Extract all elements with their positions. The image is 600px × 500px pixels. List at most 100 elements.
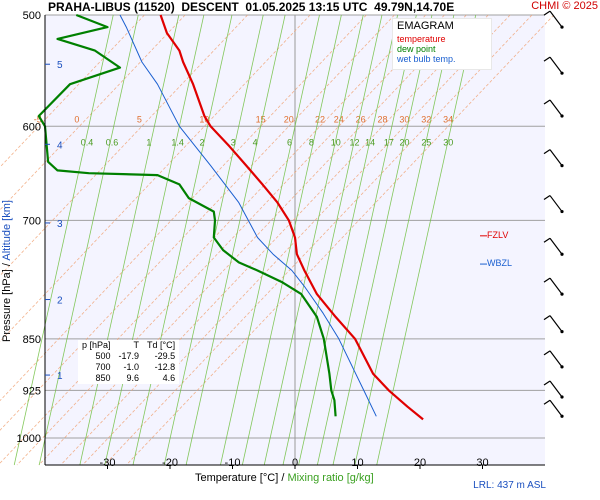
temperature-tick-label: 30 (476, 457, 488, 469)
mixing-ratio-label: 25 (421, 137, 431, 147)
pressure-tick-label: 500 (23, 10, 41, 22)
dry-adiabat-label: 5 (137, 114, 142, 124)
y-axis-label: Pressure [hPa] / Altitude [km] (1, 186, 13, 356)
pressure-tick-label: 1000 (17, 433, 41, 445)
table-cell: -1.0 (123, 362, 140, 372)
wind-barb-dot (560, 25, 564, 29)
wind-barb-staff (549, 10, 563, 28)
dry-adiabat-label: 0 (74, 114, 79, 124)
wind-barb-flag (543, 99, 551, 105)
table-header-row: p [hPa] T Td [°C] (78, 340, 179, 351)
wind-barb-flag (543, 10, 551, 16)
mixing-ratio-line (241, 14, 342, 466)
mixing-ratio-label: 0.4 (81, 137, 94, 147)
mixing-ratio-line (376, 14, 477, 466)
legend-dewpoint: dew point (397, 44, 436, 54)
wind-barb-staff (549, 195, 563, 212)
sounding-mode: DESCENT (181, 0, 239, 14)
table-cell: -17.9 (118, 351, 140, 361)
table-row: 700 -1.0 -12.8 (78, 362, 179, 373)
wetbulb-line (119, 14, 377, 417)
dry-adiabat-line (0, 14, 248, 277)
wind-barb-dot (560, 71, 564, 75)
x-axis-label: Temperature [°C] / Mixing ratio [g/kg] (195, 472, 374, 484)
mixing-ratio-line (185, 14, 286, 466)
wind-barb (543, 277, 564, 296)
wind-barb-staff (549, 149, 563, 167)
mixing-ratio-label: 12 (350, 137, 360, 147)
dry-adiabat-line (126, 14, 555, 466)
table-cell: 4.6 (162, 373, 176, 383)
pressure-tick-label: 600 (23, 121, 41, 133)
legend-wetbulb: wet bulb temp. (397, 54, 456, 64)
altitude-tick-label: 4 (57, 140, 63, 151)
mixing-ratio-line (13, 14, 114, 466)
dry-adiabat-line (0, 14, 426, 464)
wind-barb (543, 399, 564, 418)
wind-barb-staff (549, 56, 563, 74)
wind-barb-flag (543, 56, 551, 62)
wind-barb (543, 350, 564, 369)
table-cell: 500 (95, 351, 111, 361)
wind-barb-staff (549, 99, 563, 117)
mixing-ratio-label: 8 (309, 137, 314, 147)
temperature-tick-label: 20 (414, 457, 426, 469)
wind-barb-flag (543, 149, 551, 155)
wind-barb-dot (560, 329, 564, 334)
mixing-ratio-line (298, 14, 398, 466)
x-axis-mix-label: Mixing ratio [g/kg] (287, 472, 374, 484)
mixing-ratio-line (38, 14, 139, 466)
launch-level-label: LRL: 437 m ASL (473, 480, 546, 491)
temperature-tick-label: 10 (351, 457, 363, 469)
mixing-ratio-line (132, 14, 233, 466)
table-header: Td [°C] (147, 340, 176, 350)
mixing-ratio-line (354, 14, 455, 466)
mixing-ratio-label: 2 (200, 137, 205, 147)
table-header: T (133, 340, 140, 350)
altitude-tick-label: 1 (57, 371, 63, 382)
dry-adiabat-label: 26 (356, 114, 366, 124)
wind-barb-staff (549, 277, 563, 295)
copyright: CHMI © 2025 (531, 0, 598, 12)
dry-adiabat-line (104, 14, 533, 466)
wind-barb-staff (549, 399, 563, 417)
mixing-ratio-label: 30 (443, 137, 453, 147)
mixing-ratio-label: 3 (231, 137, 236, 147)
pressure-tick-label: 850 (23, 334, 41, 346)
mixing-ratio-line (263, 14, 364, 466)
station-name: PRAHA-LIBUS (11520) (48, 0, 175, 14)
dry-adiabat-line (0, 14, 395, 431)
wind-barb-flag (543, 195, 551, 201)
table-cell: -29.5 (154, 351, 176, 361)
mixing-ratio-label: 0.6 (106, 137, 119, 147)
wind-barb (543, 315, 564, 334)
wind-barb (543, 149, 564, 168)
mixing-ratio-lines: 0.4 0.6 1 1.4 2 3 4 6 8 10 12 14 17 20 25 30 (13, 14, 477, 466)
dry-adiabat-label: 32 (421, 114, 431, 124)
wind-barb-dot (560, 114, 564, 118)
wind-barb-staff (549, 380, 563, 398)
mixing-ratio-line (332, 14, 433, 466)
x-axis-temp-label: Temperature [°C] (195, 472, 279, 484)
wind-barb (543, 99, 564, 118)
pressure-tick-label: 700 (23, 215, 41, 227)
mixing-ratio-label: 1 (146, 137, 151, 147)
wind-barb (543, 195, 564, 214)
table-cell: 700 (95, 362, 111, 372)
mixing-ratio-line (316, 14, 417, 466)
mixing-ratio-label: 1.4 (171, 137, 184, 147)
wind-barb (543, 380, 564, 399)
wind-barb-flag (543, 237, 551, 243)
wind-barb-flag (543, 380, 551, 386)
chart-header: PRAHA-LIBUS (11520) DESCENT 01.05.2025 1… (48, 0, 454, 14)
dry-adiabat-label: -5 (34, 114, 42, 124)
dry-adiabat-label: 22 (315, 114, 325, 124)
wind-barb-flag (543, 315, 551, 321)
dry-adiabat-line (38, 14, 467, 466)
wind-barb (543, 10, 564, 29)
y-axis-label-sep: / (1, 260, 13, 270)
table-cell: 850 (95, 373, 111, 383)
dry-adiabat-label: 28 (378, 114, 388, 124)
pressure-tick-label: 925 (23, 385, 41, 397)
